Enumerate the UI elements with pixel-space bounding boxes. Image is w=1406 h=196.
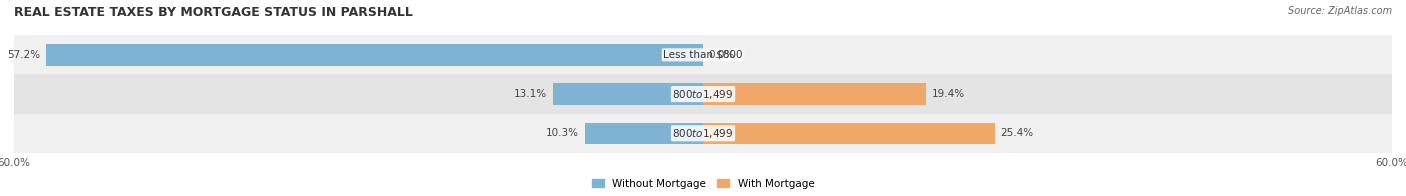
Text: $800 to $1,499: $800 to $1,499 — [672, 88, 734, 101]
Bar — [703, 83, 925, 105]
Bar — [703, 122, 994, 144]
Text: Less than $800: Less than $800 — [664, 50, 742, 60]
Text: 19.4%: 19.4% — [932, 89, 965, 99]
Bar — [553, 83, 703, 105]
Text: 10.3%: 10.3% — [546, 128, 579, 138]
Text: 25.4%: 25.4% — [1001, 128, 1033, 138]
Text: $800 to $1,499: $800 to $1,499 — [672, 127, 734, 140]
Text: Source: ZipAtlas.com: Source: ZipAtlas.com — [1288, 6, 1392, 16]
Bar — [585, 122, 703, 144]
Text: REAL ESTATE TAXES BY MORTGAGE STATUS IN PARSHALL: REAL ESTATE TAXES BY MORTGAGE STATUS IN … — [14, 6, 413, 19]
Text: 0.0%: 0.0% — [709, 50, 735, 60]
Bar — [14, 35, 1392, 74]
Text: 13.1%: 13.1% — [513, 89, 547, 99]
Legend: Without Mortgage, With Mortgage: Without Mortgage, With Mortgage — [592, 179, 814, 189]
Bar — [14, 74, 1392, 114]
Bar — [46, 44, 703, 66]
Text: 57.2%: 57.2% — [7, 50, 41, 60]
Bar — [14, 114, 1392, 153]
